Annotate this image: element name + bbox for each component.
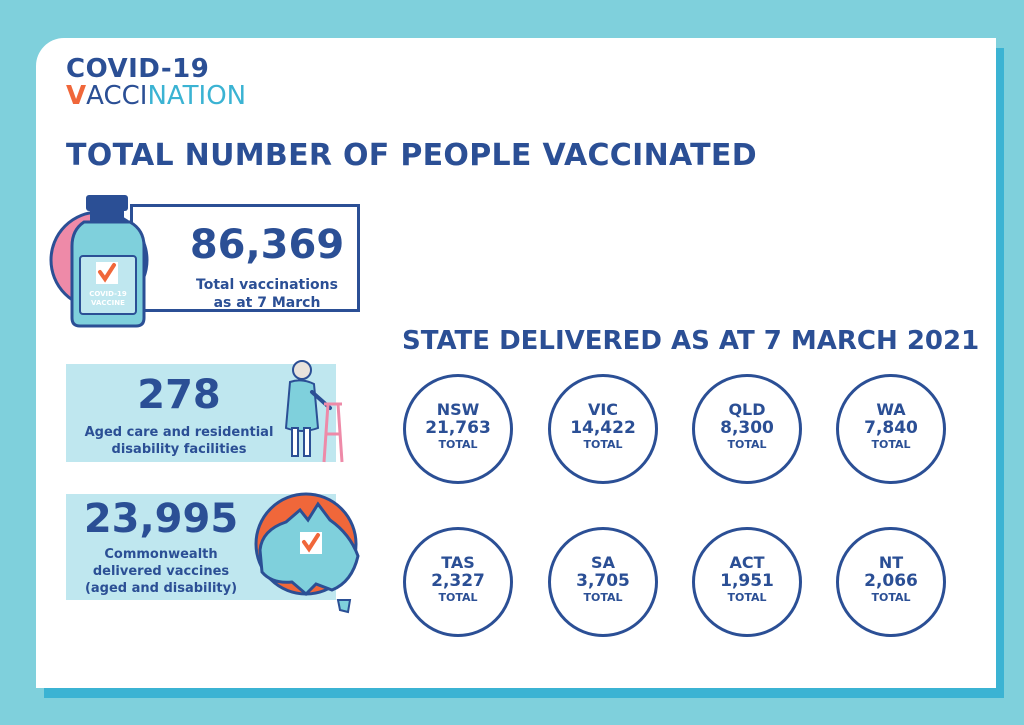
states-title: STATE DELIVERED AS AT 7 MARCH 2021 [402,326,980,356]
state-total-label: TOTAL [583,591,623,604]
aged-label-line-1: Aged care and residential [84,425,274,440]
state-total-label: TOTAL [871,438,911,451]
state-value: 8,300 [720,418,774,438]
state-total-label: TOTAL [727,438,767,451]
total-vaccinations-label: Total vaccinations as at 7 March [182,276,352,312]
logo-end: NATION [147,81,247,111]
commonwealth-label: Commonwealth delivered vaccines (aged an… [66,546,256,597]
state-name: ACT [729,553,765,572]
cw-label-line-1: Commonwealth [104,547,218,562]
state-value: 1,951 [720,571,774,591]
aged-care-value: 278 [137,372,221,418]
state-total-label: TOTAL [583,438,623,451]
logo-mid: ACCI [86,81,148,111]
page-title: TOTAL NUMBER OF PEOPLE VACCINATED [66,138,757,173]
elderly-person-walker-icon [284,360,344,463]
state-name: WA [876,400,906,419]
state-value: 7,840 [864,418,918,438]
state-circle-act: ACT 1,951 TOTAL [692,527,802,637]
cw-label-line-2: delivered vaccines [92,564,230,579]
state-value: 2,066 [864,571,918,591]
state-name: NSW [436,400,480,419]
state-name: QLD [728,400,766,419]
state-name: NT [878,553,904,572]
total-vaccinations-box [130,204,360,312]
state-circle-wa: WA 7,840 TOTAL [836,374,946,484]
bottle-label-1: COVID-19 [89,290,127,298]
state-name: SA [591,553,615,572]
state-circle-sa: SA 3,705 TOTAL [548,527,658,637]
commonwealth-value: 23,995 [83,496,239,542]
aged-care-label: Aged care and residential disability fac… [66,424,292,458]
state-total-label: TOTAL [727,591,767,604]
total-label-line-2: as at 7 March [213,295,321,311]
state-value: 2,327 [431,571,485,591]
state-circle-tas: TAS 2,327 TOTAL [403,527,513,637]
cw-label-line-3: (aged and disability) [84,581,238,596]
bottle-label-2: VACCINE [91,299,125,307]
state-total-label: TOTAL [871,591,911,604]
state-circle-vic: VIC 14,422 TOTAL [548,374,658,484]
state-value: 3,705 [576,571,630,591]
state-value: 21,763 [425,418,491,438]
australia-map-icon [254,492,360,614]
state-circle-nt: NT 2,066 TOTAL [836,527,946,637]
total-vaccinations-value: 86,369 [189,222,345,268]
state-name: VIC [587,400,619,419]
aged-label-line-2: disability facilities [111,442,247,457]
state-total-label: TOTAL [438,591,478,604]
logo-tick: V [66,81,87,111]
logo-line-1: COVID-19 [66,54,210,84]
logo-line-2: VACCINATION [66,83,246,109]
state-value: 14,422 [570,418,636,438]
state-total-label: TOTAL [438,438,478,451]
total-label-line-1: Total vaccinations [196,277,338,293]
vaccine-bottle-icon: COVID-19 VACCINE [49,195,149,328]
logo: COVID-19 VACCINATION [66,56,246,109]
state-circle-qld: QLD 8,300 TOTAL [692,374,802,484]
state-circle-nsw: NSW 21,763 TOTAL [403,374,513,484]
state-name: TAS [441,553,475,572]
